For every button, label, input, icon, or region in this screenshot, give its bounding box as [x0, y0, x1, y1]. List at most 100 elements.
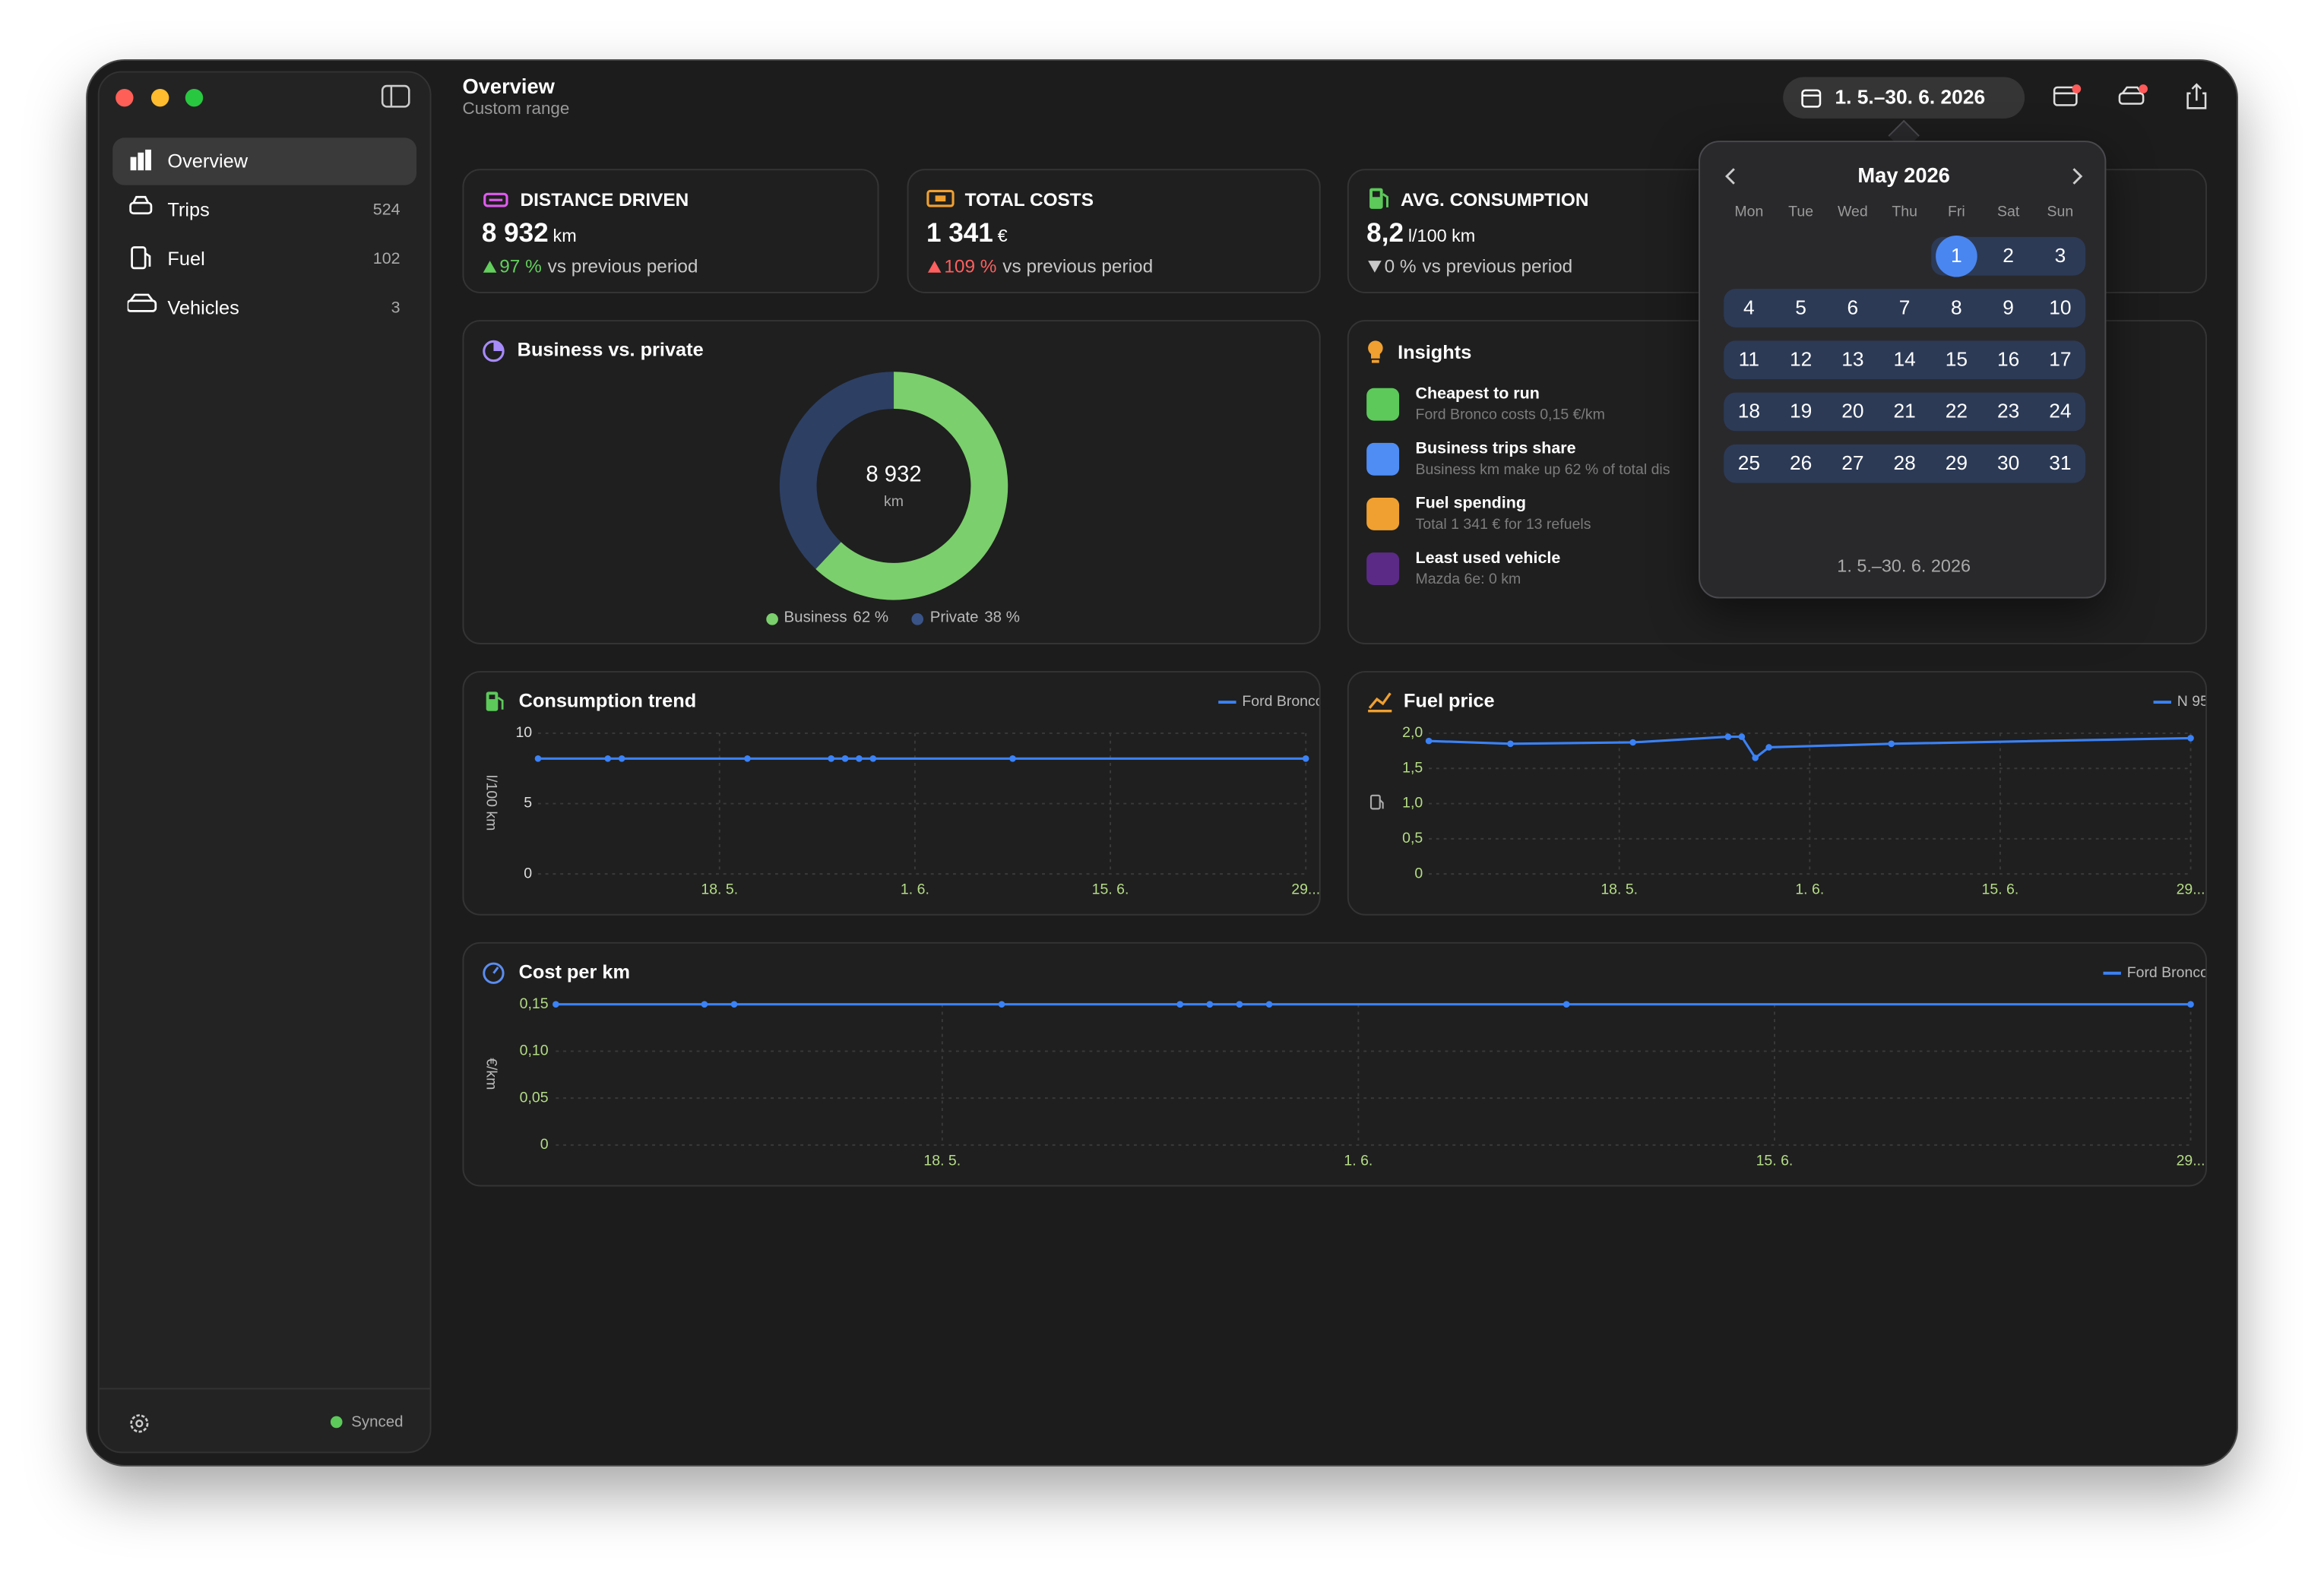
x-tick-label: 1. 6.	[901, 881, 929, 898]
day[interactable]: 17	[2049, 348, 2072, 371]
day[interactable]: 1	[1951, 244, 1962, 267]
day[interactable]: 24	[2049, 400, 2072, 422]
week-row	[1724, 444, 2086, 483]
toolbar-icons	[2053, 83, 2207, 109]
selected-day	[1936, 235, 1977, 277]
data-point	[2187, 1001, 2194, 1008]
kpi-change-row: 97 % vs previous period	[482, 255, 698, 278]
y-tick-label: 2,0	[1402, 724, 1423, 741]
x-tick-label: 29...	[1291, 881, 1320, 898]
y-tick-label: 0	[540, 1136, 549, 1153]
day[interactable]: 8	[1951, 296, 1962, 319]
day[interactable]: 13	[1841, 348, 1864, 371]
y-tick-label: 0,15	[520, 995, 549, 1012]
kpi-value-row: 1 341 €	[926, 218, 1008, 249]
minimize-button[interactable]	[150, 88, 169, 107]
kpi-value-row: 8,2 l/100 km	[1366, 218, 1475, 249]
day[interactable]: 26	[1789, 451, 1813, 474]
day[interactable]: 10	[2049, 296, 2072, 319]
data-point	[534, 755, 542, 762]
day[interactable]: 21	[1893, 400, 1916, 422]
chart-card: Consumption trend l/100 km 0 5 10 18. 5. 1. 6.…	[462, 671, 1321, 916]
day[interactable]: 15	[1945, 348, 1968, 371]
day[interactable]: 5	[1795, 296, 1806, 319]
insight-text: Ford Bronco costs 0,15 €/km	[1415, 407, 1605, 424]
y-tick-label: 0,10	[520, 1043, 549, 1059]
day[interactable]: 29	[1945, 451, 1968, 474]
center-value: 8 932	[866, 462, 921, 486]
legend: Business 62 % Private 38 %	[464, 609, 1319, 628]
day[interactable]: 25	[1737, 451, 1761, 474]
insight-icon	[1366, 497, 1400, 530]
day[interactable]: 6	[1847, 296, 1859, 319]
calendar-settings-button[interactable]	[2053, 84, 2082, 106]
page-title: Overview	[462, 74, 555, 98]
day[interactable]: 7	[1898, 296, 1911, 319]
insight-title: Business trips share	[1415, 439, 1576, 458]
settings-button[interactable]	[128, 1412, 151, 1435]
weekday: Sun	[2047, 204, 2074, 221]
day[interactable]: 19	[1789, 400, 1813, 422]
day[interactable]: 22	[1945, 400, 1968, 422]
insight-title: Least used vehicle	[1415, 549, 1561, 568]
legend-label: Private	[929, 609, 979, 627]
kpi-icon	[926, 189, 955, 207]
calendar-range: 1. 5.–30. 6. 2026	[1837, 555, 1971, 577]
x-tick-label: 18. 5.	[1601, 881, 1638, 898]
day[interactable]: 14	[1893, 348, 1916, 371]
day[interactable]: 31	[2049, 451, 2072, 474]
y-tick-label: 0	[1414, 865, 1423, 881]
day[interactable]: 18	[1737, 400, 1761, 422]
page-subtitle: Custom range	[462, 100, 570, 119]
donut-segment	[779, 372, 894, 569]
weekday: Mon	[1734, 204, 1764, 221]
nav-item[interactable]: Vehicles	[167, 296, 239, 319]
day[interactable]: 16	[1996, 348, 2020, 371]
calendar-popover: May 2026 1. 5.–30. 6. 2026 Mon Tue Wed Thu F…	[1699, 141, 2107, 599]
day[interactable]: 3	[2054, 244, 2066, 267]
chart-title: Consumption trend	[519, 691, 697, 712]
nav-item[interactable]: Trips	[167, 198, 210, 221]
data-point	[856, 755, 863, 762]
nav-item[interactable]: Overview	[167, 149, 249, 172]
date-range-button[interactable]: 1. 5.–30. 6. 2026	[1783, 77, 2025, 119]
day[interactable]: 12	[1789, 348, 1813, 371]
chart-title: Fuel price	[1404, 691, 1495, 712]
kpi-note: vs previous period	[1422, 256, 1573, 277]
data-point	[1206, 1001, 1214, 1008]
data-point	[1009, 755, 1016, 762]
day[interactable]: 27	[1841, 451, 1864, 474]
center-unit: km	[884, 493, 904, 510]
y-tick-label: 1,0	[1402, 795, 1423, 812]
x-tick-label: 15. 6.	[1982, 881, 2019, 898]
week-row	[1724, 392, 2086, 432]
day[interactable]: 4	[1743, 296, 1755, 319]
insight-title: Cheapest to run	[1415, 384, 1540, 403]
day[interactable]: 23	[1996, 400, 2020, 422]
vehicle-button[interactable]	[2118, 84, 2148, 105]
day[interactable]: 2	[2003, 244, 2014, 267]
chart-icon	[486, 691, 504, 711]
up-arrow	[483, 261, 497, 273]
legend-label: N 95	[2177, 693, 2207, 710]
kpi-change: 0 %	[1384, 256, 1417, 277]
day[interactable]: 30	[1996, 451, 2020, 474]
previous-month[interactable]	[1725, 168, 1735, 185]
chart-card: Fuel price 0 0,5 1,0 1,5 2,0 18. 5. 1. 6. 15. 6.…	[1347, 671, 2207, 916]
sidebar-toggle[interactable]	[381, 84, 410, 108]
nav-item[interactable]: Fuel	[167, 247, 205, 270]
day[interactable]: 28	[1893, 451, 1916, 474]
insight-icon	[1366, 552, 1400, 586]
day[interactable]: 9	[2003, 296, 2014, 319]
donut-segment	[815, 372, 1008, 600]
close-button[interactable]	[116, 88, 134, 107]
data-point	[1563, 1001, 1570, 1008]
day[interactable]: 11	[1738, 348, 1760, 371]
nav-selected[interactable]	[112, 138, 417, 185]
zoom-button[interactable]	[185, 88, 204, 107]
data-point	[1724, 733, 1732, 740]
next-month[interactable]	[2072, 168, 2083, 185]
share-button[interactable]	[2186, 83, 2207, 109]
day[interactable]: 20	[1841, 400, 1864, 422]
